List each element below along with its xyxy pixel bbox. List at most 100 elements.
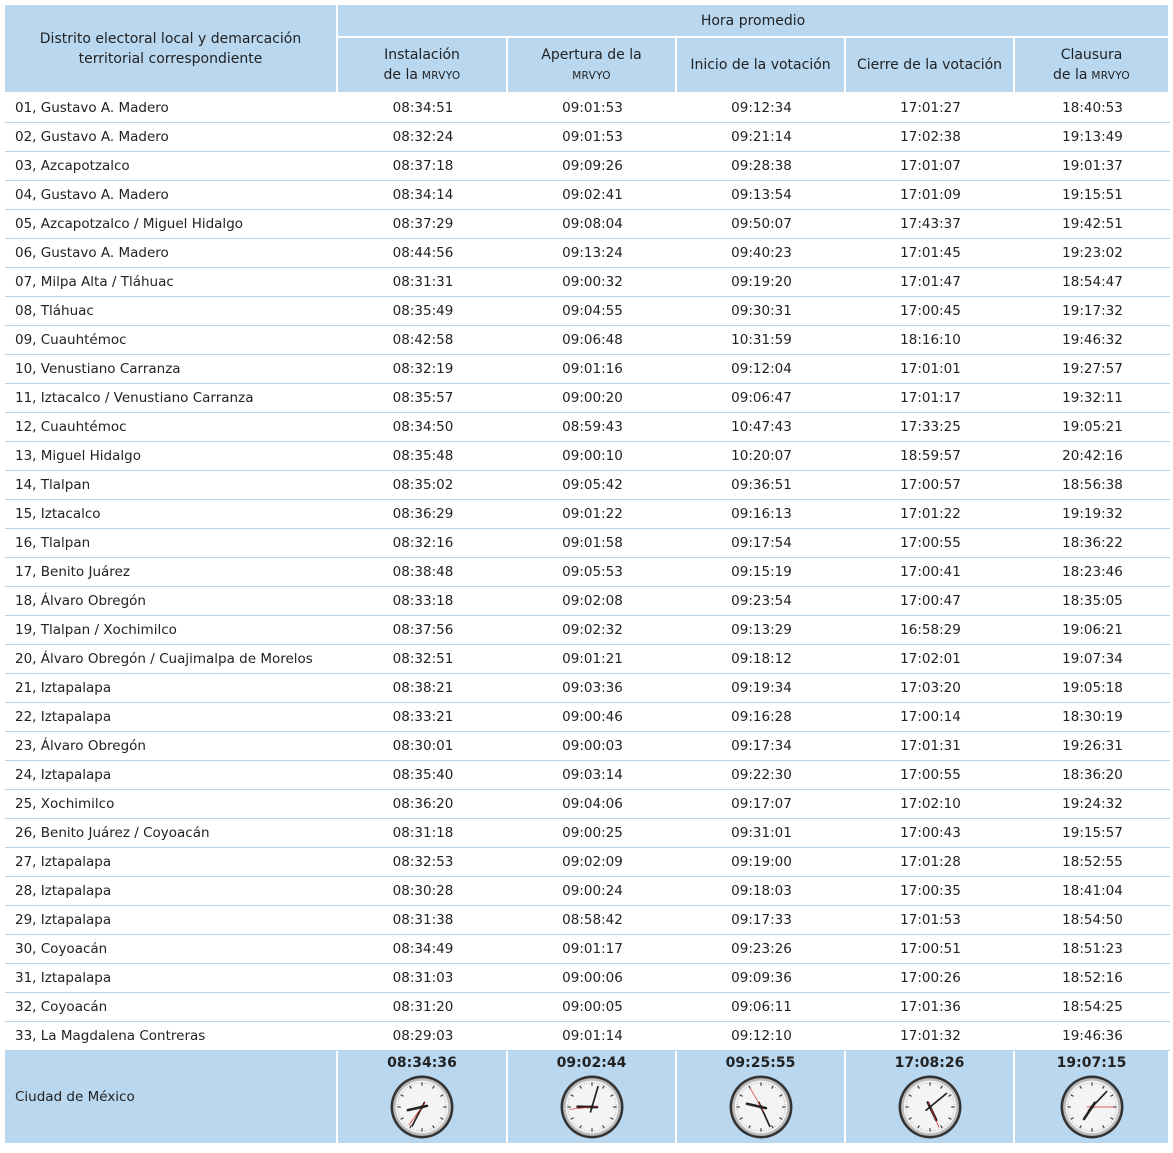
footer-time: 09:25:55 — [726, 1055, 796, 1071]
time-cell: 19:32:11 — [1015, 384, 1170, 413]
time-cell: 19:06:21 — [1015, 616, 1170, 645]
time-cell: 08:32:16 — [338, 529, 508, 558]
header-text: Apertura de la — [541, 47, 641, 63]
time-cell: 09:02:08 — [508, 587, 677, 616]
time-cell: 08:34:51 — [338, 94, 508, 123]
time-cell: 17:03:20 — [846, 674, 1015, 703]
time-cell: 08:33:21 — [338, 703, 508, 732]
district-cell: 09, Cuauhtémoc — [5, 326, 338, 355]
time-cell: 09:09:36 — [677, 964, 846, 993]
district-cell: 14, Tlalpan — [5, 471, 338, 500]
time-cell: 09:00:20 — [508, 384, 677, 413]
district-cell: 23, Álvaro Obregón — [5, 732, 338, 761]
district-cell: 26, Benito Juárez / Coyoacán — [5, 819, 338, 848]
district-cell: 27, Iztapalapa — [5, 848, 338, 877]
time-cell: 18:56:38 — [1015, 471, 1170, 500]
time-cell: 19:17:32 — [1015, 297, 1170, 326]
time-cell: 18:41:04 — [1015, 877, 1170, 906]
clock-pin — [420, 1105, 423, 1108]
time-cell: 09:01:58 — [508, 529, 677, 558]
time-cell: 09:02:32 — [508, 616, 677, 645]
time-cell: 19:01:37 — [1015, 152, 1170, 181]
time-cell: 17:00:55 — [846, 761, 1015, 790]
time-cell: 10:47:43 — [677, 413, 846, 442]
time-cell: 18:54:50 — [1015, 906, 1170, 935]
footer-cell: 19:07:15 — [1015, 1051, 1170, 1143]
time-cell: 08:31:31 — [338, 268, 508, 297]
time-cell: 19:15:51 — [1015, 181, 1170, 210]
time-cell: 08:34:50 — [338, 413, 508, 442]
time-cell: 09:00:05 — [508, 993, 677, 1022]
district-cell: 30, Coyoacán — [5, 935, 338, 964]
district-cell: 19, Tlalpan / Xochimilco — [5, 616, 338, 645]
time-cell: 08:59:43 — [508, 413, 677, 442]
time-cell: 08:35:49 — [338, 297, 508, 326]
time-cell: 09:18:03 — [677, 877, 846, 906]
time-cell: 17:00:43 — [846, 819, 1015, 848]
district-cell: 16, Tlalpan — [5, 529, 338, 558]
time-cell: 09:06:11 — [677, 993, 846, 1022]
time-cell: 09:08:04 — [508, 210, 677, 239]
time-cell: 10:20:07 — [677, 442, 846, 471]
district-cell: 20, Álvaro Obregón / Cuajimalpa de Morel… — [5, 645, 338, 674]
acronym: MRVYO — [572, 70, 611, 82]
district-cell: 08, Tláhuac — [5, 297, 338, 326]
time-cell: 17:00:41 — [846, 558, 1015, 587]
time-cell: 19:07:34 — [1015, 645, 1170, 674]
time-cell: 17:00:57 — [846, 471, 1015, 500]
time-cell: 09:13:24 — [508, 239, 677, 268]
time-cell: 19:42:51 — [1015, 210, 1170, 239]
time-cell: 09:21:14 — [677, 123, 846, 152]
time-cell: 17:01:53 — [846, 906, 1015, 935]
time-cell: 08:37:29 — [338, 210, 508, 239]
column-header: Clausurade laMRVYO — [1015, 38, 1170, 94]
header-text: Distrito electoral local y demarcación t… — [26, 29, 316, 69]
district-cell: 15, Iztacalco — [5, 500, 338, 529]
time-cell: 08:34:49 — [338, 935, 508, 964]
acronym: MRVYO — [1091, 70, 1130, 82]
district-cell: 33, La Magdalena Contreras — [5, 1022, 338, 1051]
time-cell: 17:02:10 — [846, 790, 1015, 819]
footer-time: 08:34:36 — [387, 1055, 457, 1071]
time-cell: 09:02:09 — [508, 848, 677, 877]
time-cell: 08:31:38 — [338, 906, 508, 935]
clock — [384, 1073, 460, 1141]
time-cell: 09:04:55 — [508, 297, 677, 326]
time-cell: 18:54:47 — [1015, 268, 1170, 297]
time-cell: 19:15:57 — [1015, 819, 1170, 848]
time-cell: 08:34:14 — [338, 181, 508, 210]
time-cell: 09:12:10 — [677, 1022, 846, 1051]
time-cell: 09:00:25 — [508, 819, 677, 848]
time-cell: 09:06:47 — [677, 384, 846, 413]
time-cell: 09:12:04 — [677, 355, 846, 384]
column-header: Cierre de la votación — [846, 38, 1015, 94]
clock — [723, 1073, 799, 1141]
time-cell: 09:05:53 — [508, 558, 677, 587]
district-cell: 18, Álvaro Obregón — [5, 587, 338, 616]
header-line: de laMRVYO — [1053, 65, 1130, 86]
time-cell: 18:52:55 — [1015, 848, 1170, 877]
time-cell: 09:01:21 — [508, 645, 677, 674]
clock-pin — [928, 1105, 931, 1108]
district-cell: 22, Iztapalapa — [5, 703, 338, 732]
time-cell: 09:00:03 — [508, 732, 677, 761]
time-cell: 17:01:45 — [846, 239, 1015, 268]
time-cell: 19:46:36 — [1015, 1022, 1170, 1051]
time-cell: 08:32:24 — [338, 123, 508, 152]
time-cell: 09:17:34 — [677, 732, 846, 761]
time-cell: 09:03:14 — [508, 761, 677, 790]
time-cell: 09:19:20 — [677, 268, 846, 297]
time-cell: 17:01:27 — [846, 94, 1015, 123]
column-header: Instalaciónde laMRVYO — [338, 38, 508, 94]
header-line: MRVYO — [572, 65, 611, 86]
time-cell: 09:02:41 — [508, 181, 677, 210]
time-cell: 17:01:09 — [846, 181, 1015, 210]
time-cell: 08:35:40 — [338, 761, 508, 790]
clock-pin — [1090, 1105, 1093, 1108]
time-cell: 17:01:32 — [846, 1022, 1015, 1051]
time-cell: 09:17:33 — [677, 906, 846, 935]
header-text: Inicio de la votación — [690, 57, 830, 73]
time-cell: 08:37:18 — [338, 152, 508, 181]
time-cell: 08:44:56 — [338, 239, 508, 268]
clock-pin — [759, 1105, 762, 1108]
